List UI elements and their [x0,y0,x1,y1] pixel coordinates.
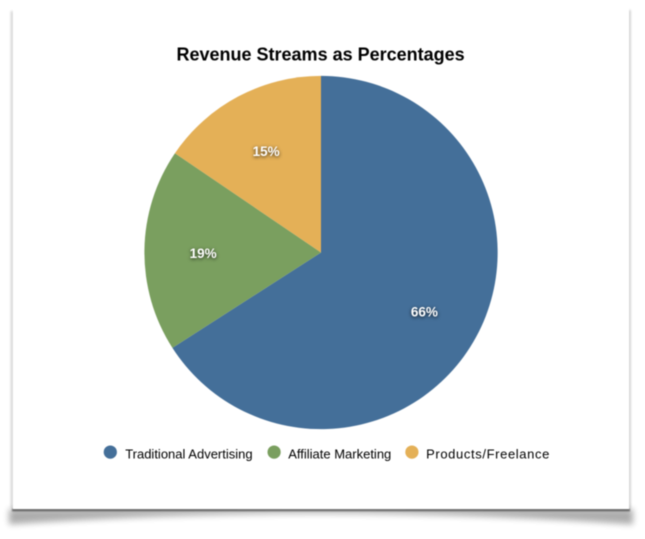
svg-text:Revenue Streams as Percentages: Revenue Streams as Percentages [177,45,465,65]
svg-text:Products/Freelance: Products/Freelance [426,447,550,462]
svg-text:66%: 66% [411,304,438,319]
svg-text:Affiliate Marketing: Affiliate Marketing [288,447,391,462]
svg-text:15%: 15% [253,144,280,159]
svg-text:19%: 19% [190,246,217,261]
svg-text:Traditional Advertising: Traditional Advertising [125,447,252,462]
